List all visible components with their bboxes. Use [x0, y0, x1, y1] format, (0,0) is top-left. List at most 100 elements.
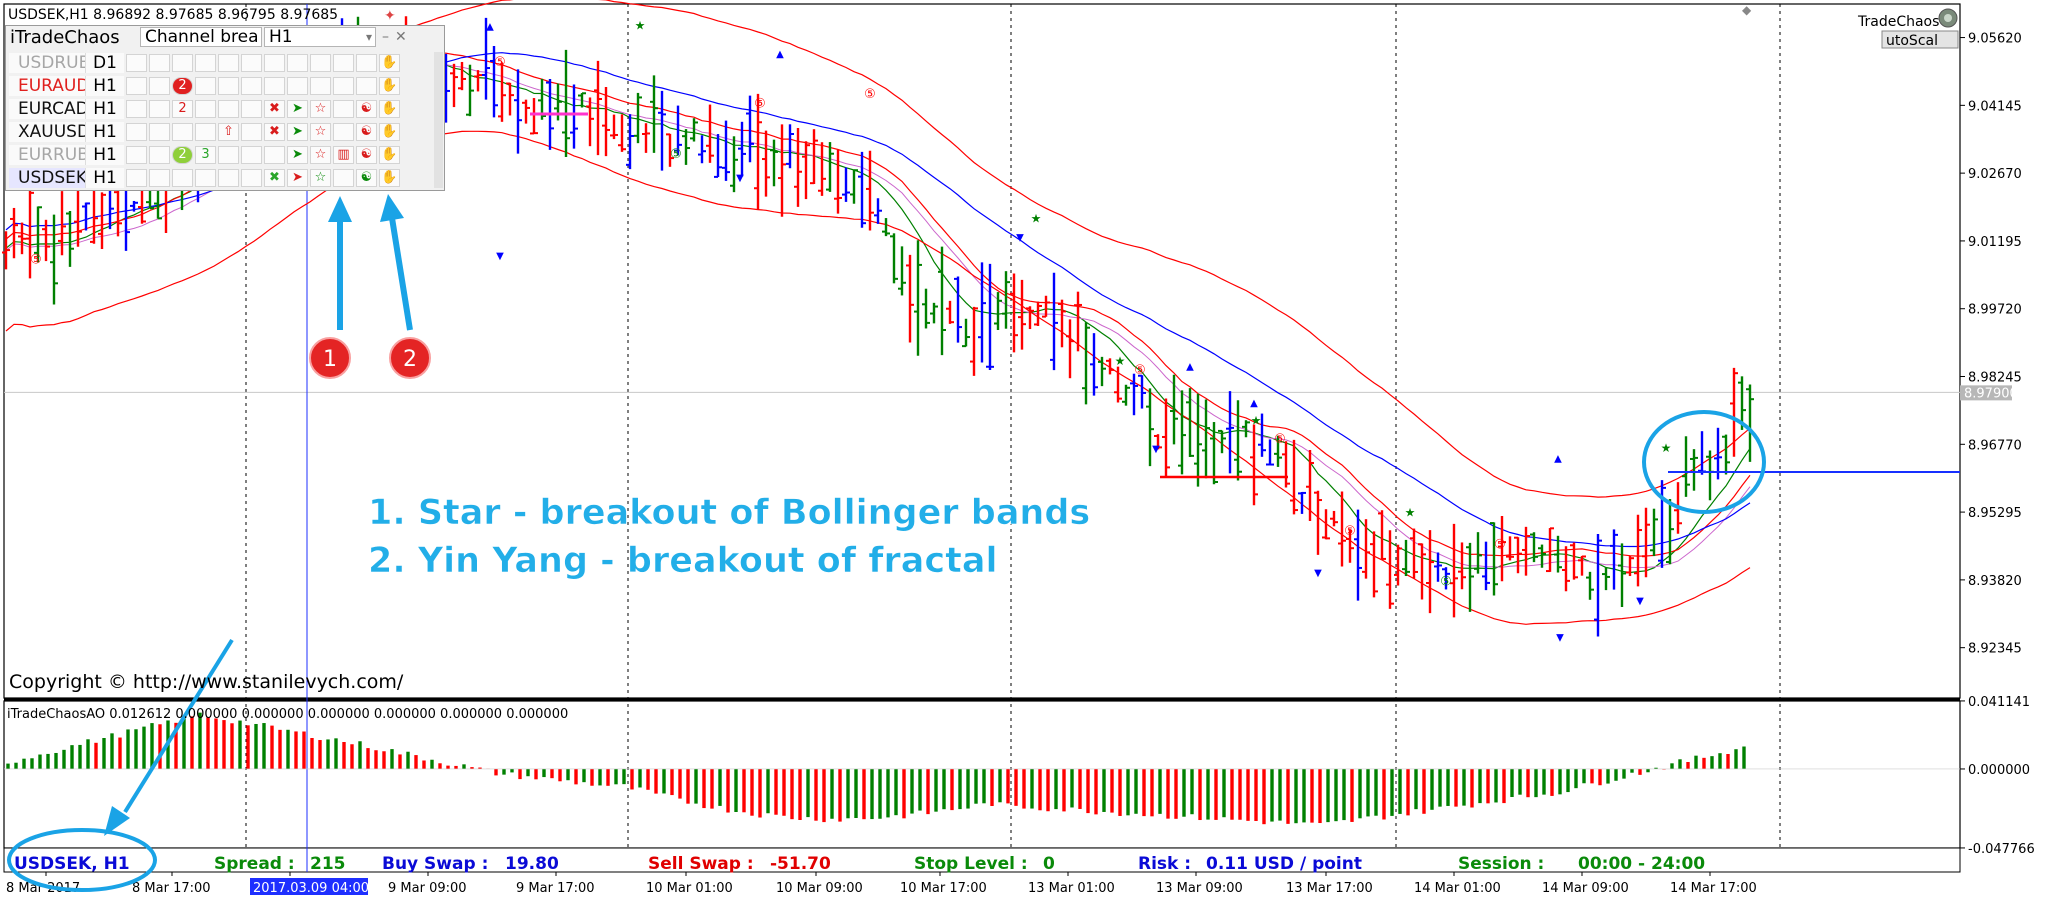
- panel-timeframe[interactable]: H1: [85, 75, 124, 96]
- panel-signal-cell[interactable]: [195, 99, 216, 118]
- panel-signal-cell[interactable]: [241, 122, 262, 141]
- panel-signal-cell[interactable]: [333, 53, 354, 72]
- panel-signal-cell[interactable]: ⇧: [218, 122, 239, 141]
- panel-signal-cell[interactable]: ✖: [264, 168, 285, 187]
- panel-symbol[interactable]: EURCAD: [9, 98, 85, 119]
- panel-signal-cell[interactable]: [149, 53, 170, 72]
- panel-signal-cell[interactable]: [241, 99, 262, 118]
- itradechaos-panel[interactable]: iTradeChaos Channel brea H1 – ✕ USDRUBD1…: [5, 25, 445, 191]
- panel-signal-cell[interactable]: [264, 53, 285, 72]
- panel-signal-cell[interactable]: [218, 53, 239, 72]
- panel-signal-cell[interactable]: ✋: [379, 99, 400, 118]
- panel-signal-cell[interactable]: [195, 76, 216, 95]
- panel-signal-cell[interactable]: [241, 145, 262, 164]
- panel-signal-cell[interactable]: ✋: [379, 53, 400, 72]
- panel-scrollbar[interactable]: [434, 52, 443, 188]
- panel-signal-cell[interactable]: [149, 168, 170, 187]
- panel-symbol[interactable]: XAUUSD: [9, 121, 85, 142]
- close-icon[interactable]: ✕: [395, 29, 407, 45]
- panel-signal-cell[interactable]: ✖: [264, 122, 285, 141]
- panel-row-usdrub[interactable]: USDRUB D1 ✋: [9, 52, 400, 73]
- panel-signal-cell[interactable]: ✋: [379, 76, 400, 95]
- panel-signal-cell[interactable]: ➤: [287, 122, 308, 141]
- panel-signal-cell[interactable]: [264, 76, 285, 95]
- panel-signal-cell[interactable]: [195, 122, 216, 141]
- panel-signal-cell[interactable]: [218, 145, 239, 164]
- panel-signal-cell[interactable]: [356, 53, 377, 72]
- panel-row-eurcad[interactable]: EURCAD H1 2 ✖ ➤ ☆ ☯ ✋: [9, 98, 400, 119]
- panel-signal-cell[interactable]: ➤: [287, 99, 308, 118]
- panel-signal-cell[interactable]: [195, 168, 216, 187]
- panel-signal-cell[interactable]: [356, 76, 377, 95]
- panel-signal-cell[interactable]: [218, 76, 239, 95]
- panel-signal-cell[interactable]: [149, 122, 170, 141]
- panel-signal-cell[interactable]: 2: [172, 76, 193, 95]
- panel-row-usdsek[interactable]: USDSEK H1 ✖ ➤ ☆ ☯ ✋: [9, 167, 400, 188]
- panel-signal-cell[interactable]: [333, 168, 354, 187]
- panel-signal-cell[interactable]: ✋: [379, 122, 400, 141]
- panel-timeframe[interactable]: H1: [85, 121, 124, 142]
- brand-logo-icon[interactable]: [1938, 8, 1958, 28]
- panel-timeframe[interactable]: H1: [85, 98, 124, 119]
- autoscal-button[interactable]: [1881, 30, 1959, 49]
- panel-signal-cell[interactable]: [126, 53, 147, 72]
- shift-arrow-icon[interactable]: ✦: [384, 8, 396, 24]
- panel-signal-cell[interactable]: [172, 168, 193, 187]
- panel-signal-cell[interactable]: ☆: [310, 99, 331, 118]
- strategy-select[interactable]: Channel brea: [140, 27, 262, 47]
- panel-signal-cell[interactable]: [218, 168, 239, 187]
- panel-symbol[interactable]: USDSEK: [9, 167, 85, 188]
- panel-signal-cell[interactable]: [126, 122, 147, 141]
- panel-signal-cell[interactable]: ✖: [264, 99, 285, 118]
- panel-signal-cell[interactable]: [264, 145, 285, 164]
- panel-signal-cell[interactable]: ☯: [356, 145, 377, 164]
- panel-row-eurrub[interactable]: EURRUB H1 2 3 ➤ ☆ ▥ ☯ ✋: [9, 144, 400, 165]
- timeframe-select[interactable]: H1: [264, 27, 376, 47]
- panel-signal-cell[interactable]: [241, 168, 262, 187]
- panel-signal-cell[interactable]: [126, 99, 147, 118]
- panel-signal-cell[interactable]: [287, 76, 308, 95]
- panel-signal-cell[interactable]: [126, 145, 147, 164]
- panel-signal-cell[interactable]: [149, 99, 170, 118]
- panel-signal-cell[interactable]: ➤: [287, 168, 308, 187]
- panel-signal-cell[interactable]: [126, 168, 147, 187]
- panel-signal-cell[interactable]: [172, 122, 193, 141]
- panel-signal-cell[interactable]: 2: [172, 145, 193, 164]
- panel-row-euraud[interactable]: EURAUD H1 2 ✋: [9, 75, 400, 96]
- panel-signal-cell[interactable]: [310, 76, 331, 95]
- panel-signal-cell[interactable]: [287, 53, 308, 72]
- panel-timeframe[interactable]: H1: [85, 144, 124, 165]
- panel-signal-cell[interactable]: ☆: [310, 168, 331, 187]
- panel-signal-cell[interactable]: ✋: [379, 145, 400, 164]
- panel-signal-cell[interactable]: [241, 76, 262, 95]
- panel-timeframe[interactable]: H1: [85, 167, 124, 188]
- panel-signal-cell[interactable]: 2: [172, 99, 193, 118]
- panel-signal-cell[interactable]: ▥: [333, 145, 354, 164]
- panel-signal-cell[interactable]: [310, 53, 331, 72]
- panel-row-xauusd[interactable]: XAUUSD H1 ⇧ ✖ ➤ ☆ ☯ ✋: [9, 121, 400, 142]
- panel-signal-cell[interactable]: ➤: [287, 145, 308, 164]
- panel-signal-cell[interactable]: ☯: [356, 122, 377, 141]
- panel-signal-cell[interactable]: [333, 99, 354, 118]
- minimize-icon[interactable]: –: [382, 29, 389, 45]
- panel-signal-cell[interactable]: [195, 53, 216, 72]
- panel-signal-cell[interactable]: [218, 99, 239, 118]
- panel-symbol[interactable]: USDRUB: [9, 52, 85, 73]
- panel-signal-cell[interactable]: ☯: [356, 99, 377, 118]
- panel-signal-cell[interactable]: [333, 76, 354, 95]
- panel-signal-cell[interactable]: ☯: [356, 168, 377, 187]
- panel-signal-cell[interactable]: [149, 145, 170, 164]
- panel-signal-cell[interactable]: [241, 53, 262, 72]
- panel-symbol[interactable]: EURRUB: [9, 144, 85, 165]
- panel-signal-cell[interactable]: 3: [195, 145, 216, 164]
- panel-signal-cell[interactable]: ☆: [310, 122, 331, 141]
- panel-signal-cell[interactable]: [149, 76, 170, 95]
- panel-signal-cell[interactable]: [333, 122, 354, 141]
- panel-signal-cell[interactable]: [126, 76, 147, 95]
- shift-marker-icon[interactable]: ◆: [1742, 3, 1752, 17]
- panel-signal-cell[interactable]: [172, 53, 193, 72]
- panel-symbol[interactable]: EURAUD: [9, 75, 85, 96]
- panel-timeframe[interactable]: D1: [85, 52, 124, 73]
- panel-signal-cell[interactable]: ☆: [310, 145, 331, 164]
- panel-signal-cell[interactable]: ✋: [379, 168, 400, 187]
